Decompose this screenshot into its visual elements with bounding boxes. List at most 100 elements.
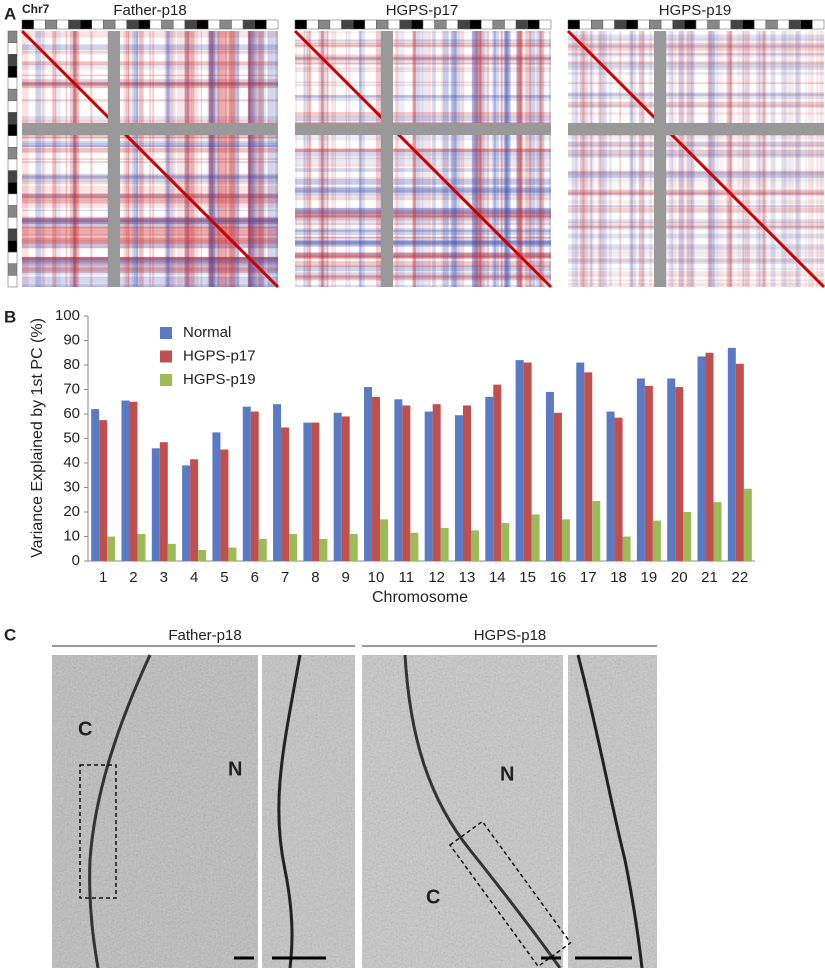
bar <box>424 411 433 561</box>
heatmap-stripe <box>638 31 644 287</box>
bar <box>652 520 661 561</box>
ideogram-band <box>579 19 592 30</box>
ideogram-band <box>7 275 18 288</box>
heatmap-stripe <box>22 230 278 236</box>
bar <box>289 534 298 561</box>
heatmap-stripe <box>582 31 588 287</box>
heatmap-stripe <box>568 257 824 263</box>
heatmap-stripe <box>214 31 216 287</box>
heatmap-stripe <box>90 31 93 287</box>
ideogram-band <box>126 19 139 30</box>
heatmap-stripe <box>598 31 601 287</box>
heatmap-diagonal <box>566 29 825 289</box>
heatmap-stripe <box>471 31 476 287</box>
bar <box>622 536 631 561</box>
ideogram-band <box>7 147 18 160</box>
heatmap-stripe <box>618 31 622 287</box>
heatmap-stripe <box>295 229 551 232</box>
ideogram-band <box>765 19 778 30</box>
ideogram-band <box>637 19 650 30</box>
heatmap-stripe <box>568 205 824 207</box>
ideogram-band <box>730 19 743 30</box>
heatmap-stripe <box>487 31 490 287</box>
heatmap-stripe <box>22 209 278 212</box>
heatmap-stripe <box>568 145 824 148</box>
membrane <box>403 654 562 968</box>
heatmap-stripe <box>568 170 824 175</box>
heatmap-stripe <box>22 50 278 52</box>
em-label: C <box>426 886 440 908</box>
ideogram-band <box>567 19 580 30</box>
heatmap-stripe <box>22 245 278 249</box>
bar <box>705 352 714 561</box>
heatmap-stripe <box>183 31 191 287</box>
ideogram-band <box>812 19 825 30</box>
heatmap-stripe <box>22 192 278 200</box>
heatmap-stripe <box>686 31 693 287</box>
em-texture <box>52 655 258 968</box>
heatmap-stripe <box>516 31 523 287</box>
ideogram-band <box>7 88 18 102</box>
heatmap-stripe <box>709 31 716 287</box>
ideogram-band <box>173 19 186 30</box>
heatmap-stripe <box>452 31 457 287</box>
heatmap-stripe <box>172 31 176 287</box>
bar <box>667 378 676 561</box>
ideogram-band <box>7 228 18 241</box>
bar <box>727 347 736 561</box>
heatmap-stripe <box>742 31 749 287</box>
bar <box>91 409 100 561</box>
heatmap-stripe <box>295 228 551 236</box>
heatmap-stripe <box>22 267 278 273</box>
heatmap-stripe <box>348 31 351 287</box>
heatmap-stripe <box>568 179 824 187</box>
heatmap-stripe <box>334 31 336 287</box>
ideogram-band <box>329 19 342 30</box>
heatmap-stripe <box>73 31 80 287</box>
heatmap-stripe <box>258 31 264 287</box>
bar <box>410 532 419 561</box>
heatmap-stripe <box>228 31 236 287</box>
heatmap-stripe <box>231 31 234 287</box>
heatmap-stripe <box>474 31 478 287</box>
heatmap-stripe <box>22 256 278 261</box>
heatmap-stripe <box>295 223 551 226</box>
x-tick-label: 3 <box>160 569 168 586</box>
heatmap-stripe <box>568 141 824 147</box>
heatmap-stripe <box>295 54 551 60</box>
heatmap-stripe <box>258 31 264 287</box>
heatmap-diagonal <box>293 29 553 289</box>
heatmap-stripe <box>295 148 551 153</box>
heatmap-stripe <box>474 31 481 287</box>
heatmap-stripe <box>72 31 76 287</box>
heatmap-stripe <box>22 79 278 86</box>
heatmap-stripe <box>568 149 824 157</box>
heatmap-stripe <box>22 140 278 144</box>
x-tick-label: 5 <box>220 569 228 586</box>
heatmap-stripe <box>267 31 269 287</box>
x-tick-label: 12 <box>428 569 445 586</box>
heatmap-stripe <box>600 31 608 287</box>
heatmap-stripe <box>187 31 189 287</box>
heatmap-stripe <box>207 31 214 287</box>
heatmap-stripe <box>136 31 139 287</box>
heatmap-diagonal <box>20 29 280 289</box>
bar <box>523 362 532 561</box>
heatmap-stripe <box>686 31 694 287</box>
heatmap-stripe <box>295 240 551 247</box>
heatmap-stripe <box>729 31 734 287</box>
heatmap-stripe <box>22 277 278 284</box>
heatmap-stripe <box>575 31 582 287</box>
bar <box>501 523 510 561</box>
heatmap-stripe <box>667 31 671 287</box>
ideogram-band <box>219 19 232 30</box>
ideogram-band <box>352 19 366 30</box>
bar <box>341 416 350 561</box>
gap-band <box>22 123 278 135</box>
heatmap-stripe <box>568 112 824 115</box>
legend-label: HGPS-p19 <box>183 371 256 388</box>
ideogram-band <box>399 19 412 30</box>
y-tick-label: 0 <box>72 552 80 569</box>
em-label: C <box>78 718 92 740</box>
ideogram-band <box>138 19 151 30</box>
